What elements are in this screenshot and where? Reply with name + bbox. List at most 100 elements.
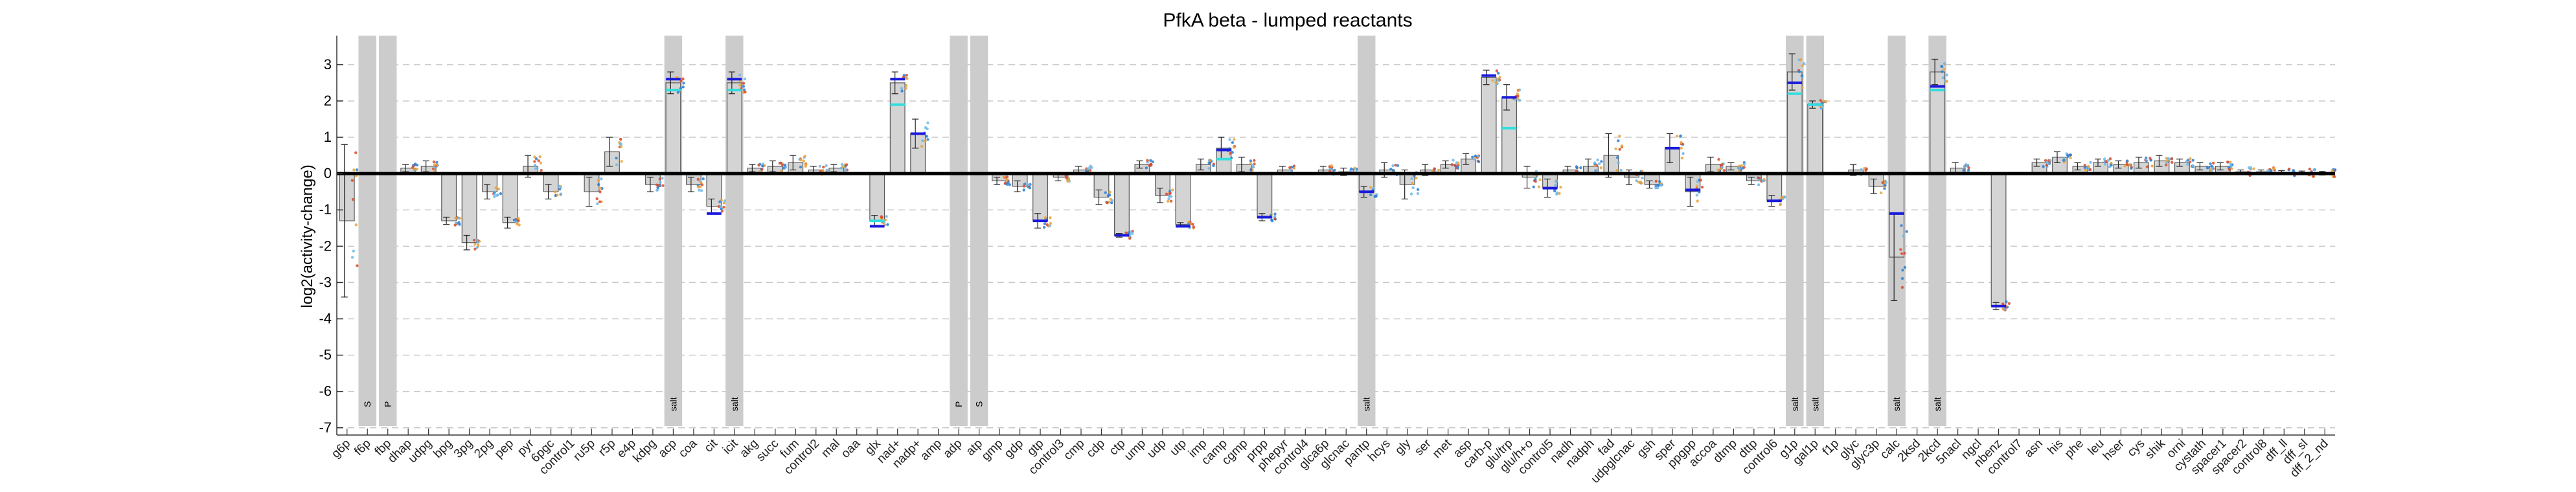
data-point [2069,153,2073,157]
data-point [2249,166,2253,170]
data-point [597,183,600,186]
data-point [2272,167,2275,170]
data-point [886,223,889,227]
x-tick-label: cmp [1061,437,1087,463]
data-point [924,139,927,142]
data-point [1353,166,1356,170]
data-point [559,186,562,189]
x-tick-label: g6p [329,437,353,461]
bar [1807,104,1823,174]
data-point [2110,164,2113,167]
data-point [1680,146,1683,150]
data-point [1803,62,1806,65]
data-point [1049,216,1052,219]
data-point [411,166,415,169]
data-point [538,155,541,159]
x-tick-label: r5p [596,437,618,459]
data-point [1251,164,1255,167]
data-point [1675,135,1679,138]
data-point [433,170,437,173]
data-point [1879,191,1883,195]
data-point [842,165,845,169]
data-point [1943,62,1946,65]
data-point [1558,192,1561,196]
y-tick-label: -1 [319,201,332,218]
bar [584,173,600,192]
data-points [350,58,2337,312]
data-point [1411,186,1415,190]
grid-lines [337,64,2335,429]
data-point [1900,252,1904,255]
data-point [1596,158,1599,162]
data-point [1165,192,1168,196]
data-point [1654,186,1658,190]
data-point [2144,158,2148,161]
data-point [350,179,354,182]
bar [1664,148,1680,174]
x-tick-label: shik [2143,436,2168,462]
data-point [413,168,416,171]
data-point [1757,176,1761,180]
data-point [1945,73,1948,77]
data-point [1945,80,1948,83]
bar [869,173,885,221]
x-tick-label: succ [754,437,781,464]
data-point [656,186,659,189]
data-point [598,186,602,190]
data-point [1288,166,1292,170]
bar [645,173,661,185]
data-point [354,223,358,227]
data-point [1292,166,1296,170]
data-point [415,167,419,171]
data-point [1940,65,1944,69]
data-point [1491,79,1494,82]
data-point [1496,71,1500,75]
data-point [1720,166,1724,169]
data-point [597,179,600,183]
data-point [742,88,746,91]
data-point [920,144,924,148]
shaded-column [970,36,988,426]
data-point [1681,151,1685,155]
data-point [738,73,742,77]
data-point [2149,157,2152,160]
bar [1501,96,1518,174]
data-point [494,186,497,190]
x-tick-label: udp [1145,437,1168,461]
data-point [1022,184,1026,188]
data-point [476,241,480,245]
data-point [900,89,904,93]
data-point [2145,165,2149,168]
y-tick-label: 3 [324,56,332,73]
bar [461,173,477,243]
data-point [1700,185,1704,189]
data-point [682,82,685,85]
data-point [1593,161,1597,164]
data-point [514,220,518,223]
data-point [1717,158,1720,161]
data-point [904,84,908,87]
data-point [1899,248,1902,251]
data-point [1761,179,1765,183]
data-point [1049,221,1053,225]
data-point [1433,167,1436,170]
data-point [1699,179,1702,182]
data-point [473,247,477,251]
data-point [2125,159,2129,162]
data-point [1124,231,1128,234]
x-tick-label: ump [1122,437,1148,464]
y-tick-label: -7 [319,419,332,436]
data-point [1654,184,1658,188]
data-point [1716,168,1720,172]
data-point [2209,162,2212,166]
shaded-column [1357,36,1376,426]
data-point [2084,168,2087,172]
data-point [619,137,622,141]
data-point [413,162,417,166]
data-point [1002,175,1006,179]
data-point [2150,164,2154,168]
data-point [802,159,806,162]
data-point [2045,164,2049,167]
data-point [1595,169,1599,173]
data-point [1008,183,1011,186]
